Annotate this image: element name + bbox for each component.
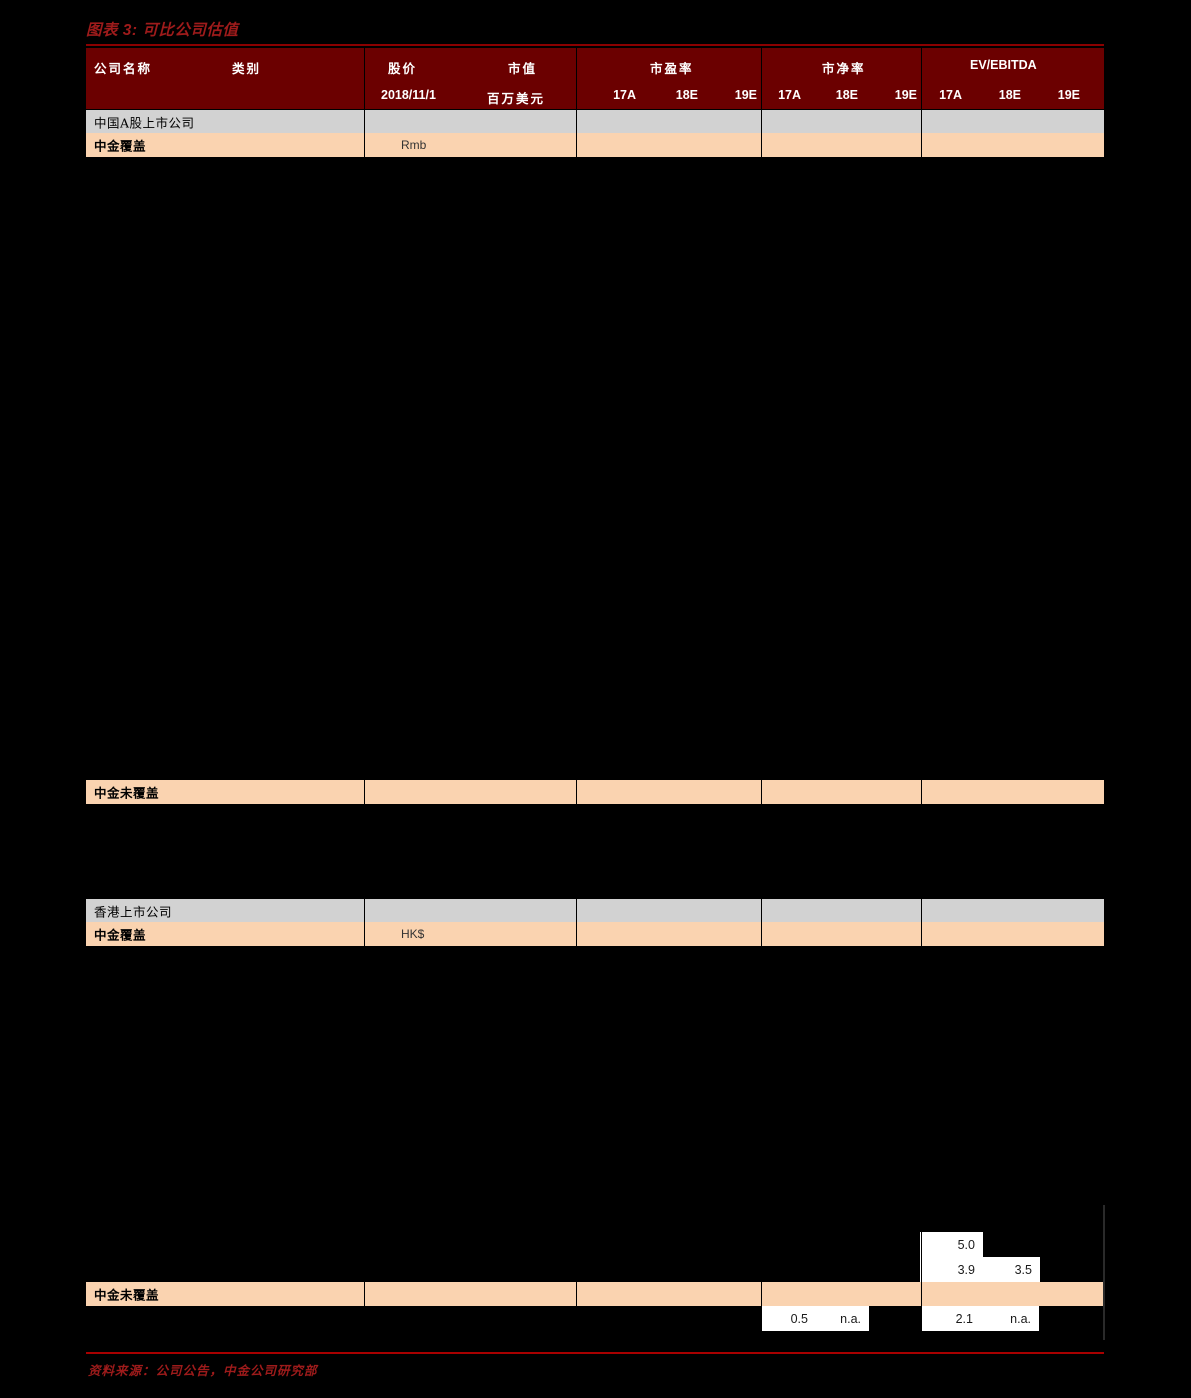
pb-18e-bottom: n.a. (840, 1311, 861, 1326)
covered-label-china: 中金覆盖 (94, 138, 147, 154)
header-pe-18e: 18E (675, 88, 698, 102)
header-pb-19e: 19E (894, 88, 917, 102)
header-divider-2 (575, 48, 577, 109)
header-price: 股价 (388, 61, 418, 76)
value-box-ev-lower-pair: 3.9 3.5 (920, 1257, 1040, 1282)
row-divider (760, 922, 762, 946)
row-divider (760, 899, 762, 922)
row-divider (363, 133, 365, 157)
ev-ebitda-18e-lower: 3.5 (1014, 1262, 1032, 1277)
header-ev-19e: 19E (1057, 88, 1080, 102)
uncovered-row-hk: 中金未覆盖 (86, 1282, 1104, 1306)
row-divider (363, 899, 365, 922)
header-divider-4 (920, 48, 922, 109)
uncovered-label-china: 中金未覆盖 (94, 785, 160, 801)
currency-hk: HK$ (401, 927, 425, 941)
row-divider (760, 110, 762, 133)
value-box-pb-bottom: 0.5 n.a. (761, 1306, 869, 1331)
header-ev-17a: 17A (939, 88, 962, 102)
header-group-pb: 市净率 (822, 61, 866, 76)
ev-ebitda-17a-upper: 5.0 (957, 1237, 975, 1252)
row-divider (575, 110, 577, 133)
uncovered-row-china: 中金未覆盖 (86, 780, 1104, 804)
bottom-band-divider-3 (1103, 1205, 1105, 1340)
row-divider (575, 1282, 577, 1306)
footer-divider (86, 1352, 1104, 1354)
row-divider (920, 110, 922, 133)
bottom-band-divider-2 (920, 1225, 922, 1340)
row-divider (920, 899, 922, 922)
section-heading-row-hk: 香港上市公司 (86, 899, 1104, 922)
header-group-ev-ebitda: EV/EBITDA (970, 58, 1037, 72)
covered-row-china: 中金覆盖 Rmb (86, 133, 1104, 157)
row-divider (760, 133, 762, 157)
row-divider (920, 922, 922, 946)
row-divider (363, 922, 365, 946)
row-divider (920, 133, 922, 157)
value-box-ev-bottom: 2.1 n.a. (921, 1306, 1039, 1331)
header-divider-3 (760, 48, 762, 109)
header-pe-17a: 17A (613, 88, 636, 102)
row-divider (575, 899, 577, 922)
row-divider (363, 1282, 365, 1306)
row-divider (575, 133, 577, 157)
header-ev-18e: 18E (998, 88, 1021, 102)
row-divider (760, 780, 762, 804)
title-divider (86, 44, 1104, 46)
ev-ebitda-17a-lower: 3.9 (957, 1262, 975, 1277)
header-price-date: 2018/11/1 (381, 88, 436, 102)
header-pe-19e: 19E (734, 88, 757, 102)
ev-ebitda-18e-bottom: n.a. (1010, 1311, 1031, 1326)
bottom-band-divider-1 (760, 1225, 762, 1340)
source-note: 资料来源：公司公告，中金公司研究部 (88, 1363, 318, 1378)
page-title: 图表 3: 可比公司估值 (86, 22, 239, 39)
header-market-cap-unit: 百万美元 (487, 91, 546, 106)
header-divider-1 (363, 48, 365, 109)
row-divider (575, 922, 577, 946)
row-divider (363, 780, 365, 804)
header-company-name: 公司名称 (94, 61, 153, 76)
pb-17a-bottom: 0.5 (790, 1311, 808, 1326)
row-divider (575, 780, 577, 804)
covered-row-hk: 中金覆盖 HK$ (86, 922, 1104, 946)
currency-china: Rmb (401, 138, 427, 152)
section-heading-china: 中国A股上市公司 (94, 115, 195, 130)
uncovered-label-hk: 中金未覆盖 (94, 1287, 160, 1303)
ev-ebitda-17a-bottom: 2.1 (955, 1311, 973, 1326)
value-box-ev-17a-upper: 5.0 (920, 1232, 983, 1257)
header-pb-17a: 17A (778, 88, 801, 102)
header-category: 类别 (232, 61, 262, 76)
covered-label-hk: 中金覆盖 (94, 927, 147, 943)
header-pb-18e: 18E (835, 88, 858, 102)
header-market-cap: 市值 (508, 61, 538, 76)
row-divider (920, 780, 922, 804)
header-group-pe: 市盈率 (650, 61, 694, 76)
section-heading-hk: 香港上市公司 (94, 904, 173, 919)
section-heading-row-china: 中国A股上市公司 (86, 110, 1104, 133)
row-divider (363, 110, 365, 133)
table-header (86, 48, 1104, 109)
